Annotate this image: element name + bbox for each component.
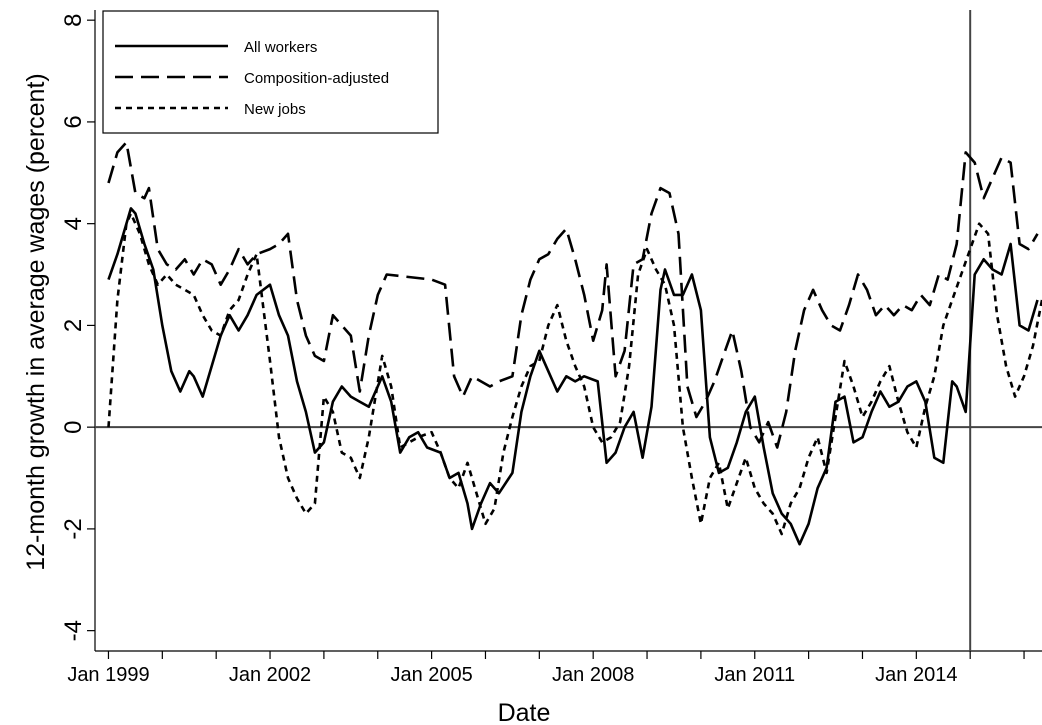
x-tick-label: Jan 2005: [390, 664, 472, 686]
legend-box: [102, 10, 439, 134]
y-tick-label: 6: [60, 115, 87, 128]
y-tick-label: 2: [60, 319, 87, 332]
legend: All workers Composition-adjusted New job…: [102, 10, 439, 134]
y-axis-ticks: -4 -2 0 2 4 6 8: [60, 13, 95, 641]
series-line-all-workers: [107, 207, 1039, 546]
x-tick-label: Jan 2002: [229, 664, 311, 686]
x-tick-label: Jan 1999: [67, 664, 149, 686]
series-line-composition-adjusted: [107, 141, 1039, 449]
legend-label-new-jobs: New jobs: [244, 101, 306, 118]
x-tick-label: Jan 2014: [875, 664, 957, 686]
y-tick-label: -4: [60, 620, 87, 641]
y-tick-label: 8: [60, 13, 87, 26]
x-axis-ticks: Jan 1999 Jan 2002 Jan 2005 Jan 2008 Jan 2011…: [67, 651, 1025, 686]
y-axis-title: 12-month growth in average wages (percen…: [22, 73, 50, 571]
y-tick-label: 4: [60, 217, 87, 230]
x-tick-label: Jan 2011: [714, 664, 795, 686]
legend-label-all-workers: All workers: [244, 39, 317, 56]
plot-frame: [94, 10, 1042, 652]
y-tick-label: -2: [60, 518, 87, 539]
x-tick-label: Jan 2008: [552, 664, 634, 686]
series-line-new-jobs: [107, 212, 1042, 536]
series-layer: [107, 141, 1042, 546]
y-tick-label: 0: [60, 420, 87, 433]
legend-label-composition-adjusted: Composition-adjusted: [244, 70, 389, 87]
x-axis-title: Date: [498, 699, 551, 725]
